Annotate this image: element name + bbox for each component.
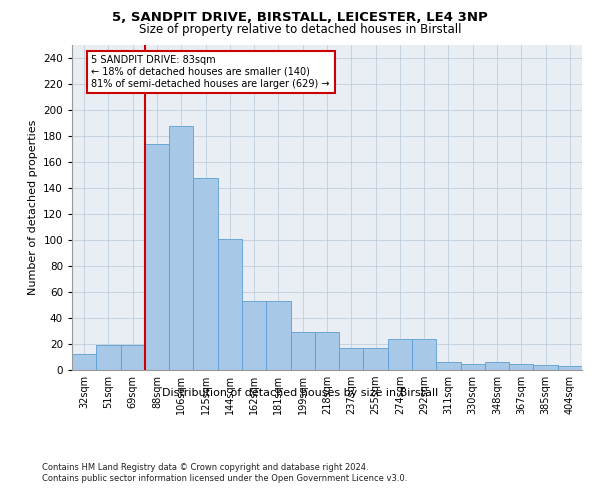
Bar [315,332,339,370]
Text: Contains public sector information licensed under the Open Government Licence v3: Contains public sector information licen… [42,474,407,483]
Bar [412,339,436,370]
Bar [193,178,218,370]
Bar [218,238,242,370]
Bar [364,348,388,370]
Bar [121,346,145,370]
Bar [533,365,558,370]
Bar [290,332,315,370]
Bar [145,144,169,370]
Text: Contains HM Land Registry data © Crown copyright and database right 2024.: Contains HM Land Registry data © Crown c… [42,462,368,471]
Bar [461,364,485,370]
Bar [266,301,290,370]
Bar [388,339,412,370]
Text: Size of property relative to detached houses in Birstall: Size of property relative to detached ho… [139,22,461,36]
Bar [339,348,364,370]
Y-axis label: Number of detached properties: Number of detached properties [28,120,38,295]
Bar [436,362,461,370]
Bar [558,366,582,370]
Bar [169,126,193,370]
Bar [242,301,266,370]
Bar [96,346,121,370]
Bar [72,354,96,370]
Bar [485,362,509,370]
Text: Distribution of detached houses by size in Birstall: Distribution of detached houses by size … [162,388,438,398]
Text: 5, SANDPIT DRIVE, BIRSTALL, LEICESTER, LE4 3NP: 5, SANDPIT DRIVE, BIRSTALL, LEICESTER, L… [112,11,488,24]
Bar [509,364,533,370]
Text: 5 SANDPIT DRIVE: 83sqm
← 18% of detached houses are smaller (140)
81% of semi-de: 5 SANDPIT DRIVE: 83sqm ← 18% of detached… [91,56,330,88]
